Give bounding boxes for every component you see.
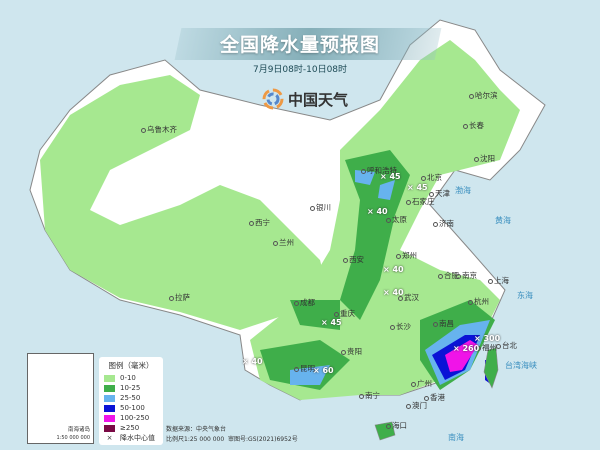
logo: 中国天气 bbox=[262, 88, 348, 110]
legend: 图例（毫米） 0-10 10-25 25-50 50-100 100-250 ≥250 ×… bbox=[99, 357, 163, 445]
city-label: 呼和浩特 bbox=[360, 165, 397, 176]
data-source: 数据来源：中央气象台 bbox=[166, 426, 227, 433]
city-label: 昆明 bbox=[293, 363, 315, 374]
rain-center-value: × 40 bbox=[383, 265, 404, 274]
city-label: 杭州 bbox=[467, 296, 489, 307]
inset-scale: 1:50 000 000 bbox=[56, 435, 91, 441]
legend-item: 25-50 bbox=[104, 393, 158, 403]
city-label: 北京 bbox=[420, 172, 442, 183]
city-label: 武汉 bbox=[397, 292, 419, 303]
legend-swatch bbox=[104, 404, 115, 412]
rain-center-value: × 45 bbox=[380, 172, 401, 181]
map-title: 全国降水量预报图 bbox=[219, 34, 380, 56]
rain-center-value: × 45 bbox=[407, 183, 428, 192]
legend-label: 0-10 bbox=[120, 374, 136, 382]
legend-swatch bbox=[104, 424, 115, 432]
rain-25-50 bbox=[290, 170, 490, 385]
legend-item-center: × 降水中心值 bbox=[104, 433, 158, 443]
legend-item: 100-250 bbox=[104, 413, 158, 423]
sea-label: 东海 bbox=[517, 291, 533, 300]
city-label: 福州 bbox=[475, 342, 497, 353]
legend-item: 10-25 bbox=[104, 383, 158, 393]
city-label: 郑州 bbox=[395, 250, 417, 261]
sea-label: 渤海 bbox=[455, 186, 471, 195]
inset-name: 南海诸岛 bbox=[67, 427, 90, 433]
legend-title: 图例（毫米） bbox=[108, 361, 154, 370]
cross-icon: × bbox=[106, 434, 113, 442]
city-label: 澳门 bbox=[405, 400, 427, 411]
map-subtitle: 7月9日08时-10日08时 bbox=[252, 65, 348, 75]
city-label: 济南 bbox=[432, 218, 454, 229]
south-china-sea-inset: 南海诸岛 1:50 000 000 bbox=[27, 353, 94, 444]
legend-swatch bbox=[104, 374, 115, 382]
city-label: 兰州 bbox=[272, 237, 294, 248]
city-label: 重庆 bbox=[333, 308, 355, 319]
city-label: 银川 bbox=[309, 202, 331, 213]
city-label: 乌鲁木齐 bbox=[140, 124, 177, 135]
logo-text: 中国天气 bbox=[288, 90, 349, 109]
city-label: 拉萨 bbox=[168, 292, 190, 303]
city-label: 贵阳 bbox=[340, 346, 362, 357]
city-label: 太原 bbox=[385, 214, 407, 225]
rain-center-value: × 260 bbox=[453, 344, 480, 353]
legend-swatch bbox=[104, 384, 115, 392]
legend-item: ≥250 bbox=[104, 423, 158, 433]
rain-center-value: × 60 bbox=[313, 366, 334, 375]
city-label: 上海 bbox=[487, 275, 509, 286]
rain-center-value: × 45 bbox=[321, 318, 342, 327]
legend-label: 100-250 bbox=[120, 414, 150, 422]
city-label: 哈尔滨 bbox=[468, 90, 498, 101]
legend-label: 25-50 bbox=[120, 394, 141, 402]
legend-label: 降水中心值 bbox=[120, 434, 155, 442]
rain-center-value: × 40 bbox=[367, 207, 388, 216]
city-label: 沈阳 bbox=[473, 153, 495, 164]
city-label: 成都 bbox=[293, 297, 315, 308]
scale: 比例尺1:25 000 000 bbox=[166, 436, 225, 443]
city-label: 南京 bbox=[455, 270, 477, 281]
city-label: 海口 bbox=[385, 420, 407, 431]
review-number: 审图号:GS(2021)6952号 bbox=[228, 436, 298, 443]
rain-10-25 bbox=[260, 150, 495, 390]
city-label: 南昌 bbox=[432, 318, 454, 329]
legend-item: 0-10 bbox=[104, 373, 158, 383]
city-label: 南宁 bbox=[358, 390, 380, 401]
city-label: 石家庄 bbox=[405, 196, 435, 207]
city-label: 合肥 bbox=[437, 270, 459, 281]
logo-swirl-icon bbox=[262, 88, 284, 110]
legend-label: ≥250 bbox=[120, 424, 140, 432]
rain-center-value: × 40 bbox=[242, 357, 263, 366]
city-label: 香港 bbox=[423, 392, 445, 403]
city-label: 长春 bbox=[462, 120, 484, 131]
city-label: 长沙 bbox=[389, 321, 411, 332]
city-label: 天津 bbox=[428, 188, 450, 199]
legend-swatch bbox=[104, 394, 115, 402]
taiwan bbox=[483, 347, 499, 389]
city-label: 广州 bbox=[410, 378, 432, 389]
legend-swatch bbox=[104, 414, 115, 422]
rain-center-value: × 300 bbox=[474, 334, 501, 343]
legend-label: 10-25 bbox=[120, 384, 141, 392]
rain-100-250 bbox=[445, 340, 478, 372]
sea-label: 南海 bbox=[448, 433, 464, 442]
city-label: 西宁 bbox=[248, 217, 270, 228]
source-info: 数据来源：中央气象台 比例尺1:25 000 000 审图号:GS(2021)6… bbox=[166, 425, 298, 445]
rain-0-10-west bbox=[40, 75, 330, 330]
city-label: 西安 bbox=[342, 254, 364, 265]
sea-label: 台湾海峡 bbox=[505, 361, 537, 370]
rain-center-value: × 40 bbox=[383, 288, 404, 297]
city-label: 台北 bbox=[495, 340, 517, 351]
sea-label: 黄海 bbox=[495, 216, 511, 225]
legend-item: 50-100 bbox=[104, 403, 158, 413]
legend-label: 50-100 bbox=[120, 404, 145, 412]
